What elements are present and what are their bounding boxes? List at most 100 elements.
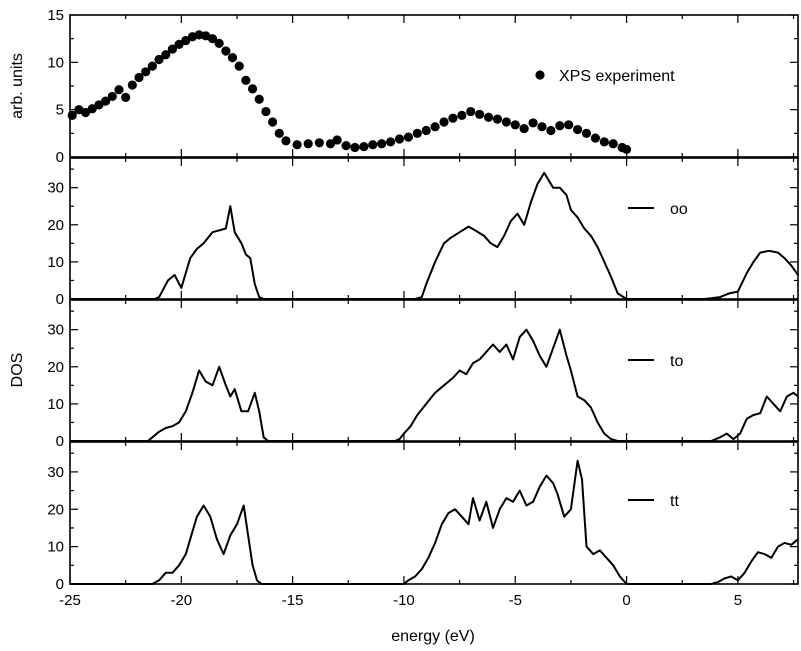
xps-point [621,144,632,155]
xps-point [254,94,264,104]
xps-point [94,100,104,110]
series-line-tt [70,459,799,585]
xps-point [314,138,324,148]
panel-xps: 0 5 10 15 XPS experiment arb. units [9,7,799,166]
x-axis-title: energy (eV) [391,628,475,645]
panel-tt: 0 10 20 30 tt [47,441,799,593]
panel-frame [69,157,799,300]
xps-point [87,104,97,114]
xps-point [385,137,396,147]
xps-point [572,124,583,135]
panel-frame [69,14,799,158]
xps-point [234,61,244,71]
y-tick-label: 20 [47,501,64,518]
xps-point [80,107,91,118]
x-tick-label: -25 [59,592,81,609]
x-tick-label: -5 [509,592,522,609]
y-tick-label: 5 [56,102,64,119]
xps-point [325,139,336,149]
xps-point [448,113,458,123]
y-tick-label: 10 [47,539,64,556]
y-tick-label: 30 [47,180,64,197]
xps-point [581,128,592,138]
legend-label: tt [670,493,679,510]
xps-point [377,139,387,149]
xps-point [475,109,485,119]
panel-oo: 0 10 20 30 oo [47,157,799,308]
xps-point [121,92,131,102]
xps-point [167,44,178,54]
xps-point [359,141,369,152]
y-axis-title-dos: DOS [9,353,26,388]
xps-point [421,125,431,136]
xps-point [457,110,467,120]
legend-marker-dot [535,70,545,80]
panel-frame [69,299,799,442]
xps-point [466,106,476,117]
xps-point [101,96,111,106]
xps-point [247,84,258,94]
xps-point [537,122,547,132]
xps-point [350,142,360,153]
xps-point [267,117,278,127]
y-tick-label: 10 [47,54,64,71]
xps-point [214,38,224,49]
y-tick-label: 15 [47,7,64,24]
xps-point [281,136,291,146]
xps-point [114,85,124,95]
legend-label: to [670,353,683,370]
xps-point [590,133,601,143]
xps-point [403,132,413,142]
xps-point [227,53,238,63]
xps-point [394,134,405,144]
xps-point [546,125,556,136]
x-tick-label: -15 [282,592,304,609]
xps-point [555,121,565,131]
x-tick-label: -10 [393,592,415,609]
xps-point [368,140,378,150]
xps-point [608,139,618,149]
xps-point [221,46,231,56]
xps-point [107,91,117,102]
xps-point [510,120,520,130]
xps-point [174,39,184,49]
xps-point [303,139,313,149]
xps-point [292,140,302,150]
xps-point [261,106,271,117]
xps-point [127,80,137,90]
legend-label: oo [670,201,688,218]
xps-point [181,35,191,46]
xps-point [528,118,538,128]
y-tick-label: 0 [56,291,64,308]
xps-point [241,75,251,85]
xps-point [154,54,164,65]
panel-to: 0 10 20 30 to [47,299,799,450]
y-tick-label: 0 [56,576,64,593]
panel-frame [69,441,799,585]
xps-point [599,137,609,147]
y-tick-label: 0 [56,433,64,450]
xps-point [341,141,351,151]
x-tick-label: 0 [622,592,630,609]
x-tick-label: 5 [734,592,742,609]
legend-label: XPS experiment [559,68,675,85]
xps-point [483,112,494,122]
series-line-oo [70,171,799,300]
y-tick-label: 20 [47,217,64,234]
y-tick-label: 10 [47,396,64,413]
y-axis-title-xps: arb. units [9,53,26,119]
xps-point [564,120,574,130]
xps-point [274,128,284,138]
xps-point [147,61,157,71]
xps-point [519,124,529,134]
xps-point [134,72,144,83]
x-tick-label: -20 [170,592,192,609]
y-tick-label: 10 [47,254,64,271]
xps-point [412,128,422,138]
y-tick-label: 30 [47,322,64,339]
y-tick-label: 0 [56,149,64,166]
y-tick-label: 30 [47,464,64,481]
xps-point [430,122,440,132]
xps-point [67,110,77,120]
